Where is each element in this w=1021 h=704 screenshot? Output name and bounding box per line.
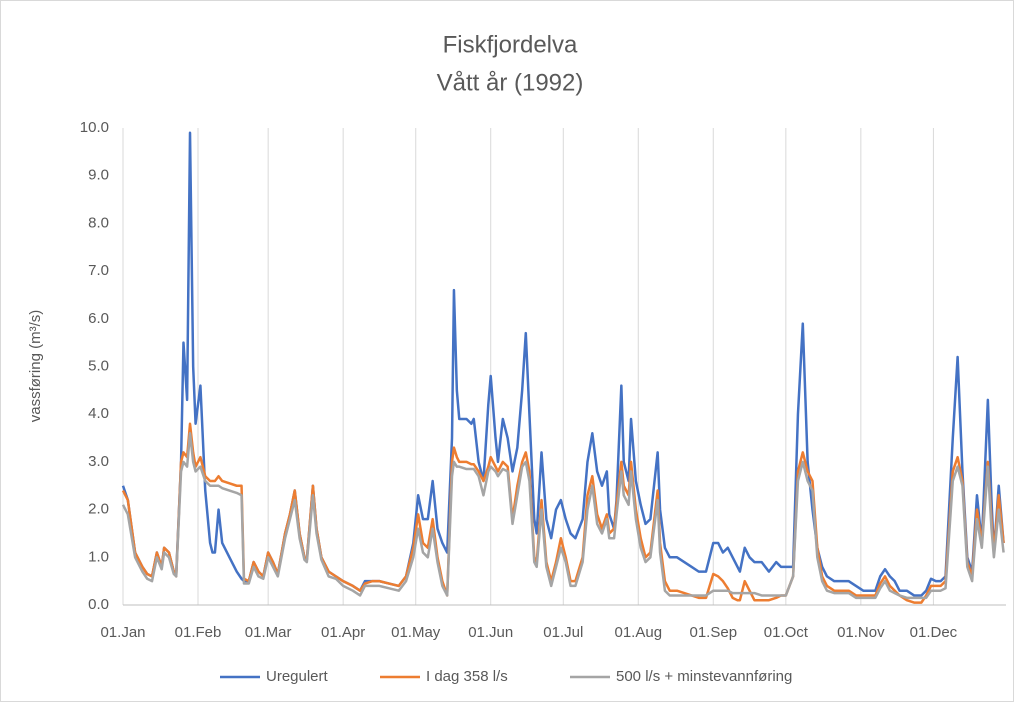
x-tick-label: 01.Oct <box>764 624 809 641</box>
legend-label: 500 l/s + minstevannføring <box>616 668 792 685</box>
y-tick-label: 1.0 <box>88 548 109 565</box>
chart-title: Fiskfjordelva <box>443 31 578 58</box>
data-line <box>121 432 1005 600</box>
y-tick-label: 7.0 <box>88 262 109 279</box>
x-tick-label: 01.Jul <box>543 624 583 641</box>
y-tick-label: 4.0 <box>88 405 109 422</box>
legend-label: I dag 358 l/s <box>426 668 508 685</box>
y-tick-label: 5.0 <box>88 357 109 374</box>
y-tick-label: 3.0 <box>88 453 109 470</box>
x-tick-label: 01.Sep <box>690 624 738 641</box>
x-tick-label: 01.Jan <box>100 624 145 641</box>
x-tick-label: 01.Aug <box>615 624 663 641</box>
y-tick-label: 2.0 <box>88 501 109 518</box>
x-tick-label: 01.Jun <box>468 624 513 641</box>
x-tick-label: 01.Feb <box>175 624 222 641</box>
y-axis-label: vassføring (m³/s) <box>27 310 44 423</box>
y-tick-label: 6.0 <box>88 310 109 327</box>
y-tick-label: 0.0 <box>88 596 109 613</box>
legend-label: Uregulert <box>266 668 329 685</box>
x-tick-label: 01.Mar <box>245 624 292 641</box>
x-tick-label: 01.Dec <box>910 624 958 641</box>
y-tick-label: 9.0 <box>88 167 109 184</box>
x-tick-label: 01.May <box>391 624 441 641</box>
legend: Uregulert I dag 358 l/s 500 l/s + minsteva… <box>220 668 792 685</box>
x-tick-label: 01.Nov <box>837 624 885 641</box>
y-tick-label: 8.0 <box>88 214 109 231</box>
y-tick-label: 10.0 <box>80 119 109 136</box>
x-tick-label: 01.Apr <box>321 624 365 641</box>
chart-subtitle: Vått år (1992) <box>437 69 584 96</box>
